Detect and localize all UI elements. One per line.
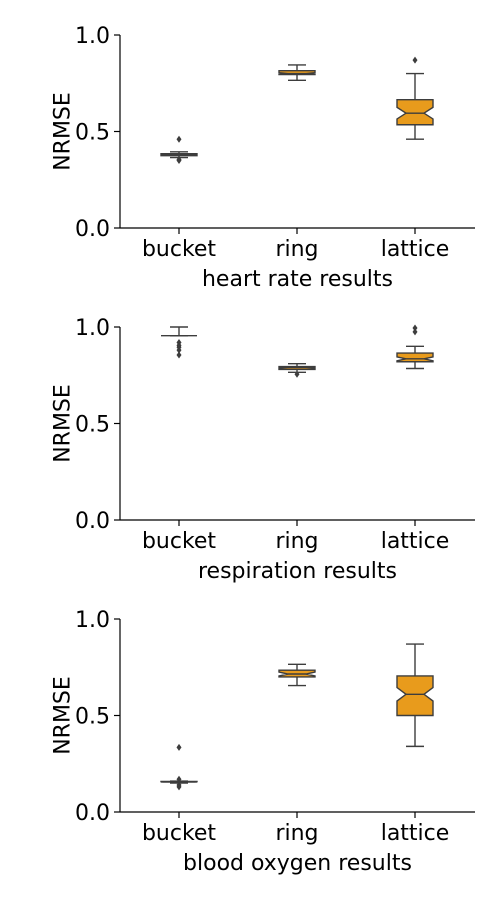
y-tick-label: 1.0 bbox=[75, 316, 110, 341]
x-tick-label: bucket bbox=[142, 529, 216, 554]
x-tick-label: ring bbox=[275, 237, 318, 262]
x-tick-label: lattice bbox=[381, 821, 450, 846]
outlier-point bbox=[176, 775, 182, 783]
subplot-1: 0.0 0.5 1.0 NRMSE bucket ring lattice heart rat… bbox=[51, 24, 475, 292]
box-body bbox=[396, 352, 434, 363]
y-tick-label: 0.5 bbox=[75, 121, 110, 146]
outlier-point bbox=[176, 743, 182, 751]
box-ring bbox=[278, 362, 316, 378]
outlier-point bbox=[294, 370, 300, 378]
outlier-point bbox=[412, 56, 418, 64]
y-tick-label: 0.5 bbox=[75, 413, 110, 438]
subplot-3: 0.0 0.5 1.0 NRMSE bucket ring lattice blood oxy… bbox=[51, 608, 475, 876]
outlier-point bbox=[176, 346, 182, 354]
x-tick-label: ring bbox=[275, 529, 318, 554]
y-axis-label: NRMSE bbox=[51, 92, 76, 171]
outlier-point bbox=[176, 135, 182, 143]
y-tick-label: 1.0 bbox=[75, 608, 110, 633]
box-body bbox=[396, 98, 434, 126]
x-tick-label: ring bbox=[275, 821, 318, 846]
box-bucket bbox=[160, 743, 198, 791]
box-bucket bbox=[160, 135, 198, 164]
y-axis-label: NRMSE bbox=[51, 676, 76, 755]
subplot-2: 0.0 0.5 1.0 NRMSE bucket ring lattice respirati… bbox=[51, 316, 475, 584]
box-ring bbox=[278, 64, 316, 82]
x-tick-label: lattice bbox=[381, 237, 450, 262]
outlier-point bbox=[176, 351, 182, 359]
y-tick-label: 1.0 bbox=[75, 24, 110, 49]
y-tick-label: 0.5 bbox=[75, 705, 110, 730]
box-ring bbox=[278, 663, 316, 687]
box-bucket bbox=[161, 326, 197, 359]
box-lattice bbox=[396, 56, 434, 140]
outlier-point bbox=[412, 324, 418, 332]
x-axis-label: respiration results bbox=[198, 559, 397, 584]
x-axis-label: blood oxygen results bbox=[183, 851, 412, 876]
y-axis-label: NRMSE bbox=[51, 384, 76, 463]
x-tick-label: lattice bbox=[381, 529, 450, 554]
box-lattice bbox=[396, 643, 434, 748]
outlier-point bbox=[412, 328, 418, 336]
x-tick-label: bucket bbox=[142, 821, 216, 846]
y-tick-label: 0.0 bbox=[75, 509, 110, 534]
y-tick-label: 0.0 bbox=[75, 217, 110, 242]
outlier-point bbox=[176, 156, 182, 164]
x-tick-label: bucket bbox=[142, 237, 216, 262]
x-axis-label: heart rate results bbox=[202, 267, 393, 292]
box-body bbox=[396, 675, 434, 717]
outlier-point bbox=[176, 783, 182, 791]
y-tick-label: 0.0 bbox=[75, 801, 110, 826]
box-lattice bbox=[396, 324, 434, 370]
